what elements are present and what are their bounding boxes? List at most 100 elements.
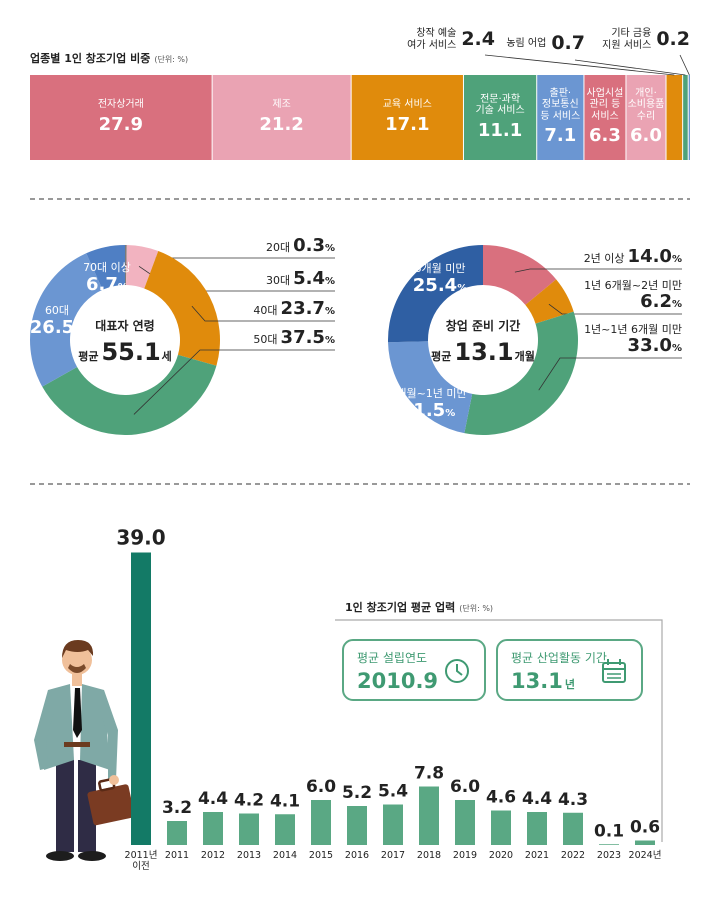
person-illustration [34,640,135,861]
value-label: 33.0 [628,335,672,356]
value-label: 6.7 [86,274,118,295]
bar-segment [351,75,463,160]
x-tick-label: 2014 [272,850,298,861]
segment-label: 사업시설 관리 등 서비스 6.3 [584,75,625,160]
segment-label: 출판· 정보통신 등 서비스 7.1 [537,75,583,160]
x-tick-label: 2013 [236,850,262,861]
slice-label: 6.2% [640,291,682,312]
donut-slice [126,245,159,289]
center-title: 대표자 연령 [95,318,154,333]
value-label: 21.5 [401,400,445,421]
x-tick-label: 2011년 이전 [124,850,158,872]
value-label: 5.4 [378,782,408,802]
value-label: 39.0 [116,526,165,550]
category-label: 창작 예술 여가 서비스 [407,28,457,51]
value-label: 6.0 [450,777,480,797]
unit-label: % [325,335,335,346]
category-label: 6개월~1년 미만 [389,387,466,400]
value-label: 4.1 [270,791,300,811]
value-label: 3.2 [162,798,192,818]
x-tick-label: 2015 [308,850,334,861]
category-label: 농림 어업 [506,38,547,50]
unit-label: % [325,276,335,287]
value-label: 0.2 [656,27,690,50]
calendar-icon [602,659,626,683]
leader-line [514,268,682,273]
bar [203,812,223,845]
info-card [496,639,643,701]
bar [131,552,151,845]
slice-label: 2년 이상 14.0% [584,246,682,267]
slice-label: 26.5% [30,317,84,338]
value-label: 25.4 [413,275,457,296]
value-label: 14.0 [628,246,672,267]
leader-line [191,305,335,322]
segment-label: 교육 서비스 17.1 [352,75,463,160]
bar-segment [688,75,690,160]
x-tick-label: 2012 [200,850,226,861]
x-tick-label: 2018 [416,850,442,861]
bar-segment [30,75,212,160]
x-tick-label: 2019 [452,850,478,861]
category-label: 30대 [266,274,290,287]
donut-slice [30,253,103,387]
x-tick-label: 2020 [488,850,514,861]
value-label: 7.8 [414,764,444,784]
unit-label: % [325,306,335,317]
donut-slice [86,245,125,290]
leader-line [484,54,675,76]
value-label: 26.5 [30,317,74,338]
category-label: 40대 [253,304,277,317]
unit-label: % [74,325,84,336]
leader-line [574,59,686,76]
value-label: 0.1 [594,821,624,841]
category-label: 60대 [45,304,69,317]
card-label: 평균 설립연도 [357,651,427,665]
center-number: 13.1 [454,338,513,366]
outside-label: 기타 금융 지원 서비스 0.2 [602,28,690,51]
center-title: 창업 준비 기간 [446,318,521,333]
value-label: 2.4 [461,27,495,50]
bar-segment [666,75,683,160]
outside-label: 농림 어업 0.7 [506,32,585,55]
value-label: 5.2 [342,783,372,803]
x-tick-label: 2024년 [628,850,662,861]
value-label: 37.5 [281,327,325,348]
info-card [342,639,486,701]
bar [491,810,511,845]
segment-label: 제조 21.2 [213,75,351,160]
category-label: 2년 이상 [584,252,625,265]
slice-label: 20대 0.3% [266,235,335,256]
bar [383,804,403,845]
card-value-number: 13.1 [511,669,563,693]
value-label: 6.3 [588,125,621,147]
info-title: 1인 창조기업 평균 업력 (단위: %) [345,600,493,614]
segment-label: 개인· 소비용품 수리 6.0 [626,75,665,160]
value-label: 4.4 [522,789,552,809]
bar [455,800,475,845]
leader-line [548,303,682,315]
bar [311,800,331,845]
slice-label: 50대 37.5% [253,327,335,348]
bar [167,821,187,845]
bar-segment [626,75,666,160]
value-label: 5.4 [293,268,325,289]
clock-icon [445,659,469,683]
category-label: 제조 [272,99,291,111]
category-label: 교육 서비스 [382,99,432,111]
x-tick-label: 2022 [560,850,586,861]
donut-slice [525,279,574,324]
category-label: 70대 이상 [83,261,131,274]
card-value: 2010.9 [357,669,438,693]
category-label: 1년~1년 6개월 미만 [584,323,682,336]
category-label: 1년 6개월~2년 미만 [584,279,682,292]
donut-slice [388,341,473,434]
bar-segment [537,75,584,160]
value-label: 11.1 [477,119,523,141]
slice-label: 25.4% [413,275,467,296]
donut-slice [42,354,217,436]
donut-slice [464,311,578,435]
chart-title-text: 업종별 1인 창조기업 비중 [30,51,150,65]
